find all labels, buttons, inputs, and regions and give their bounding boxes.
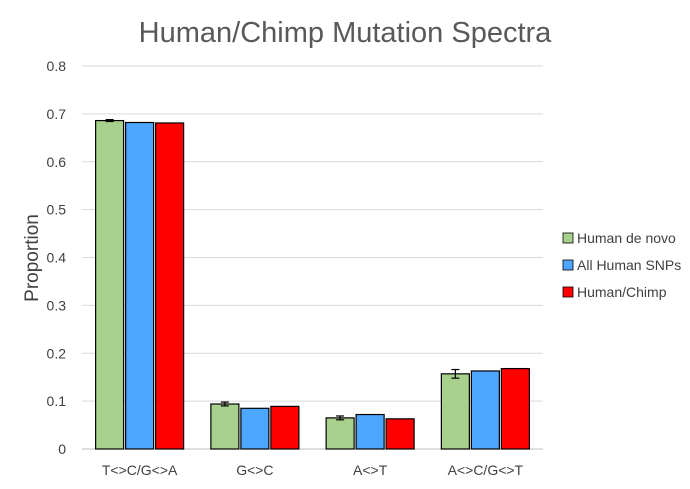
chart-title: Human/Chimp Mutation Spectra bbox=[139, 17, 552, 49]
x-tick-label: A<>T bbox=[353, 462, 388, 478]
bar-human-chimp bbox=[385, 418, 415, 450]
legend-label: Human/Chimp bbox=[577, 284, 667, 300]
y-tick-label: 0 bbox=[58, 441, 66, 457]
x-tick-label: G<>C bbox=[236, 462, 273, 478]
y-axis-ticks: 0 0.1 0.2 0.3 0.4 0.5 0.6 0.7 0.8 bbox=[47, 58, 67, 457]
legend-item: All Human SNPs bbox=[562, 257, 681, 273]
bar-all-human-snps bbox=[240, 407, 270, 450]
x-axis-ticks: T<>C/G<>A G<>C A<>T A<>C/G<>T bbox=[102, 462, 524, 478]
legend-swatch bbox=[562, 286, 574, 298]
y-tick-label: 0.3 bbox=[47, 297, 67, 313]
y-tick-label: 0.5 bbox=[47, 202, 67, 218]
legend-label: All Human SNPs bbox=[577, 257, 681, 273]
legend-swatch bbox=[562, 259, 574, 271]
x-tick-label: A<>C/G<>T bbox=[448, 462, 524, 478]
bars bbox=[95, 119, 530, 450]
error-bar bbox=[336, 415, 345, 421]
y-tick-label: 0.6 bbox=[47, 154, 67, 170]
legend: Human de novo All Human SNPs Human/Chimp bbox=[562, 230, 681, 300]
y-tick-label: 0.2 bbox=[47, 345, 67, 361]
bar-human-de-novo bbox=[325, 417, 355, 450]
legend-item: Human de novo bbox=[562, 230, 676, 246]
legend-label: Human de novo bbox=[577, 230, 676, 246]
bar-human-chimp bbox=[270, 405, 300, 450]
bar-human-de-novo bbox=[440, 373, 470, 450]
bar-all-human-snps bbox=[125, 121, 155, 450]
error-bar bbox=[451, 368, 460, 379]
x-tick-label: T<>C/G<>A bbox=[102, 462, 178, 478]
y-axis-label: Proportion bbox=[22, 214, 43, 302]
y-tick-label: 0.4 bbox=[47, 250, 67, 266]
bar-human-chimp bbox=[155, 122, 185, 450]
error-bar bbox=[105, 119, 114, 123]
bar-human-chimp bbox=[500, 367, 530, 450]
legend-swatch bbox=[562, 232, 574, 244]
bar-all-human-snps bbox=[470, 370, 500, 450]
bar-human-de-novo bbox=[210, 403, 240, 450]
y-tick-label: 0.1 bbox=[47, 393, 67, 409]
bar-human-de-novo bbox=[95, 119, 125, 450]
y-tick-label: 0.8 bbox=[47, 58, 67, 74]
bar-all-human-snps bbox=[355, 413, 385, 450]
legend-item: Human/Chimp bbox=[562, 284, 667, 300]
error-bar bbox=[220, 401, 229, 407]
y-tick-label: 0.7 bbox=[47, 106, 67, 122]
